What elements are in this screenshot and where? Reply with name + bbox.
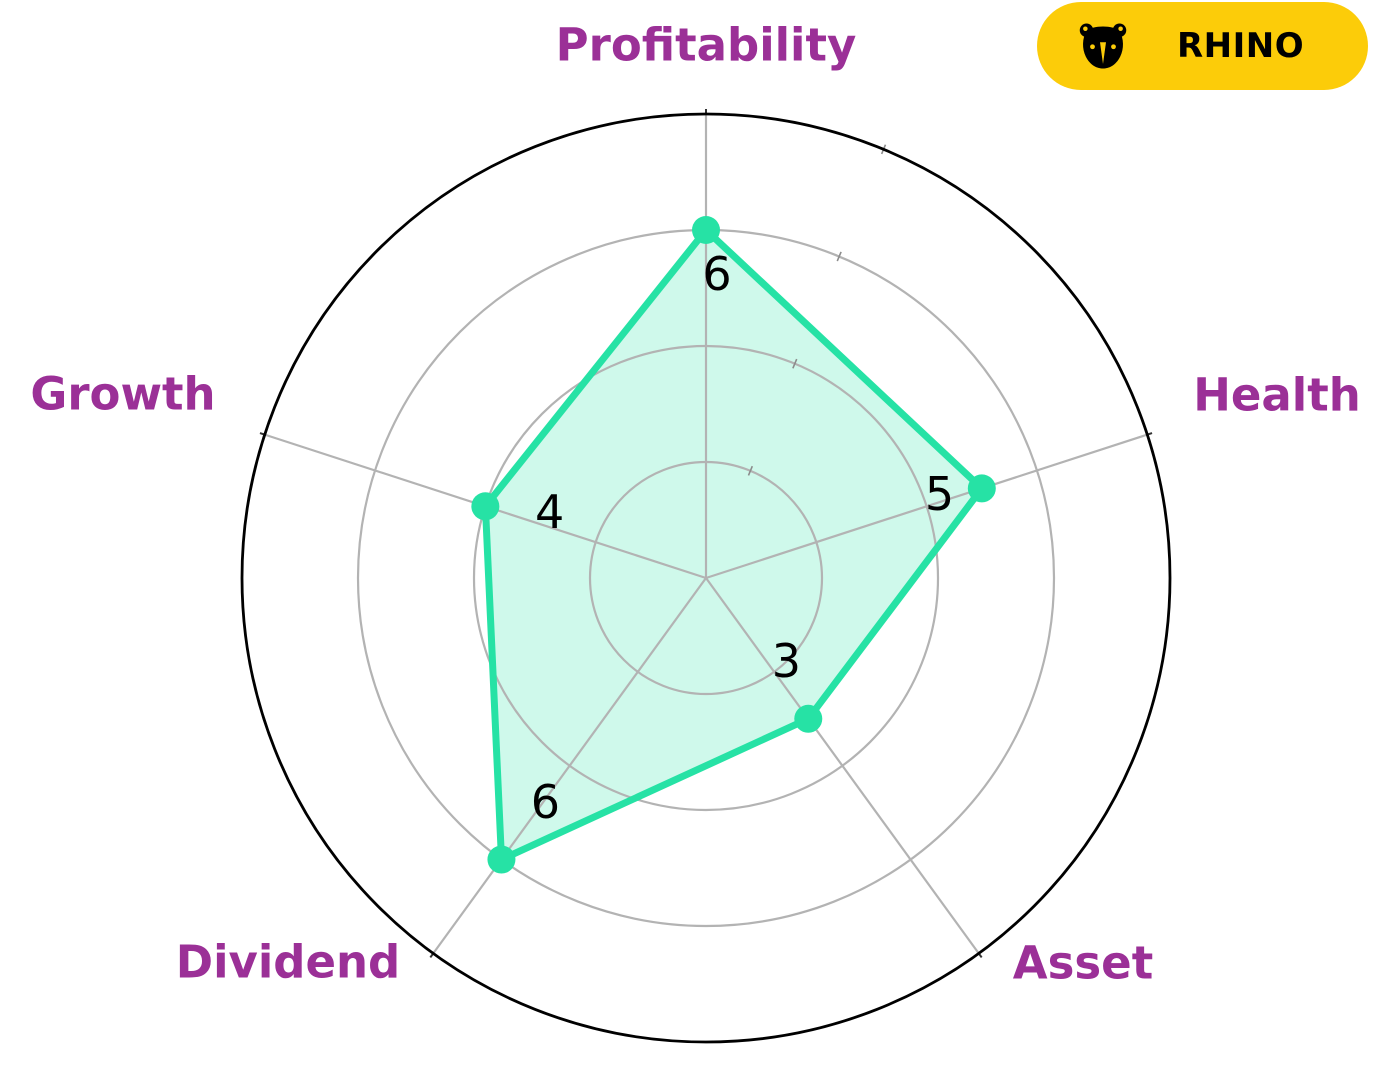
badge-label: RHINO [1177,26,1305,66]
value-label-profitability: 6 [702,247,732,301]
value-label-growth: 4 [534,484,565,539]
value-label-asset: 3 [771,634,801,689]
axis-label-growth: Growth [30,367,216,421]
rhino-icon [1079,23,1127,69]
axis-label-profitability: Profitability [555,18,857,72]
axis-label-health: Health [1193,368,1361,422]
axis-label-asset: Asset [1012,936,1154,990]
value-label-dividend: 6 [530,775,560,830]
rhino-badge: RHINO [1037,2,1368,90]
value-label-health: 5 [924,466,955,521]
axis-label-dividend: Dividend [175,935,401,989]
